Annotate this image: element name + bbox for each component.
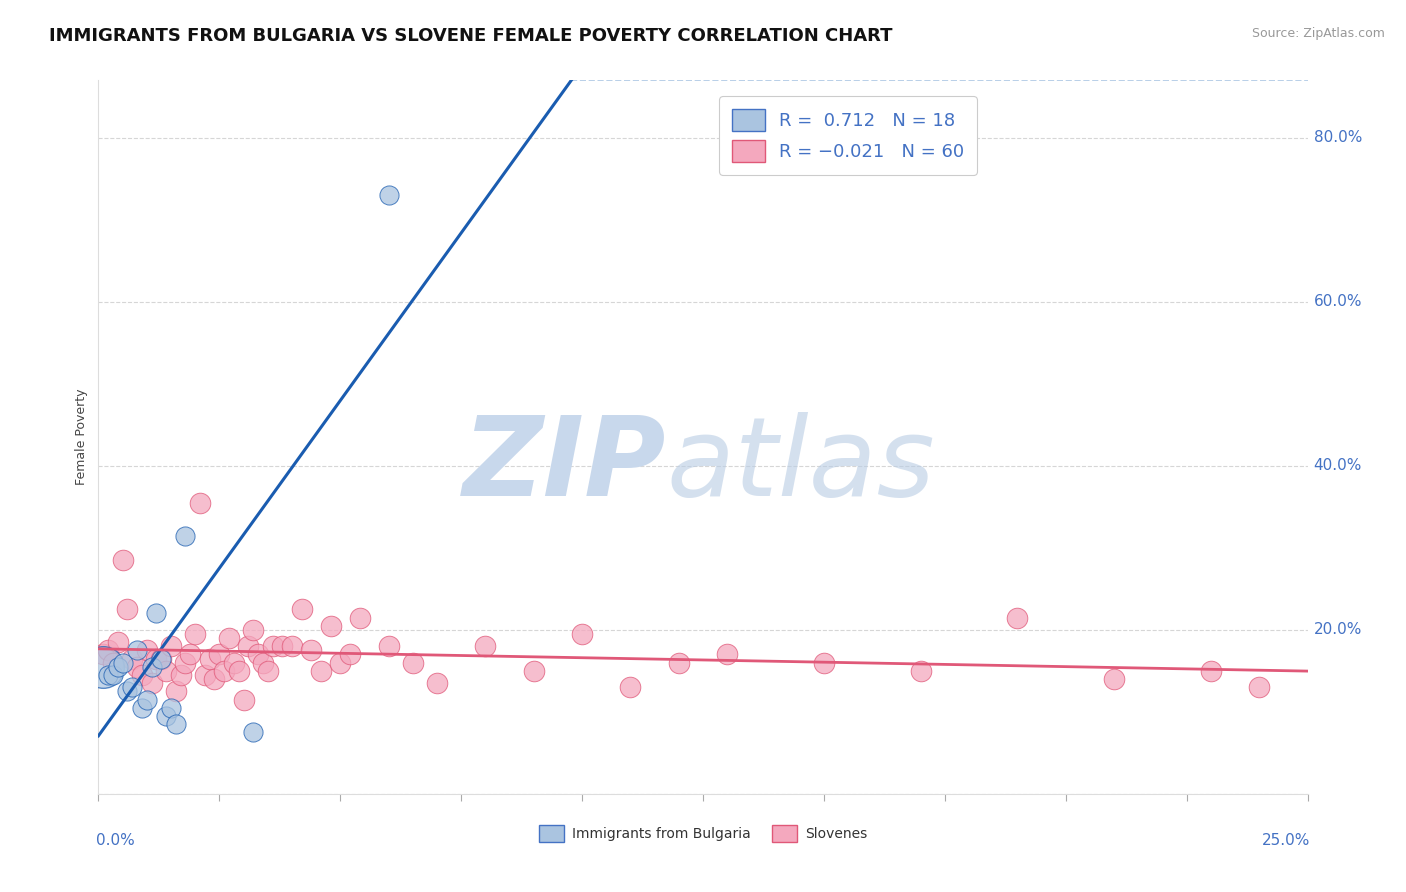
Point: [131, 668, 153, 682]
Point: [194, 668, 217, 682]
Point: [165, 684, 187, 698]
Point: [127, 659, 149, 673]
Point: [474, 639, 496, 653]
Point: [910, 664, 932, 678]
Point: [101, 656, 124, 670]
Point: [1102, 672, 1125, 686]
Point: [228, 664, 250, 678]
Point: [165, 717, 187, 731]
Point: [271, 639, 294, 653]
Point: [716, 648, 738, 662]
Legend: Immigrants from Bulgaria, Slovenes: Immigrants from Bulgaria, Slovenes: [533, 820, 873, 847]
Point: [169, 668, 191, 682]
Point: [377, 639, 399, 653]
Point: [121, 680, 143, 694]
Text: 20.0%: 20.0%: [1313, 623, 1362, 638]
Point: [150, 651, 173, 665]
Point: [188, 496, 211, 510]
Y-axis label: Female Poverty: Female Poverty: [75, 389, 89, 485]
Point: [339, 648, 361, 662]
Point: [184, 627, 207, 641]
Point: [155, 664, 177, 678]
Point: [212, 664, 235, 678]
Point: [198, 651, 221, 665]
Point: [145, 651, 167, 665]
Point: [131, 700, 153, 714]
Point: [107, 635, 129, 649]
Point: [150, 651, 173, 665]
Point: [1007, 610, 1029, 624]
Point: [242, 623, 264, 637]
Point: [174, 656, 197, 670]
Point: [299, 643, 322, 657]
Text: 0.0%: 0.0%: [96, 833, 135, 848]
Point: [91, 648, 114, 662]
Point: [97, 643, 120, 657]
Point: [222, 656, 245, 670]
Point: [174, 528, 197, 542]
Point: [349, 610, 371, 624]
Text: 60.0%: 60.0%: [1313, 294, 1362, 310]
Point: [208, 648, 231, 662]
Point: [160, 700, 183, 714]
Point: [135, 643, 157, 657]
Point: [218, 631, 240, 645]
Point: [141, 659, 163, 673]
Point: [160, 639, 183, 653]
Point: [619, 680, 641, 694]
Point: [262, 639, 284, 653]
Text: atlas: atlas: [666, 412, 935, 519]
Text: IMMIGRANTS FROM BULGARIA VS SLOVENE FEMALE POVERTY CORRELATION CHART: IMMIGRANTS FROM BULGARIA VS SLOVENE FEMA…: [49, 27, 893, 45]
Point: [155, 709, 177, 723]
Point: [1249, 680, 1271, 694]
Point: [290, 602, 312, 616]
Point: [107, 659, 129, 673]
Point: [145, 607, 167, 621]
Point: [141, 676, 163, 690]
Point: [101, 668, 124, 682]
Point: [204, 672, 226, 686]
Point: [309, 664, 332, 678]
Point: [117, 684, 139, 698]
Point: [426, 676, 449, 690]
Point: [117, 602, 139, 616]
Point: [135, 692, 157, 706]
Point: [329, 656, 352, 670]
Text: Source: ZipAtlas.com: Source: ZipAtlas.com: [1251, 27, 1385, 40]
Point: [121, 651, 143, 665]
Point: [91, 659, 114, 673]
Point: [523, 664, 546, 678]
Point: [256, 664, 278, 678]
Text: ZIP: ZIP: [463, 412, 666, 519]
Point: [377, 188, 399, 202]
Point: [668, 656, 690, 670]
Point: [111, 656, 134, 670]
Point: [813, 656, 835, 670]
Point: [232, 692, 254, 706]
Point: [252, 656, 274, 670]
Point: [1199, 664, 1222, 678]
Text: 80.0%: 80.0%: [1313, 130, 1362, 145]
Point: [281, 639, 304, 653]
Point: [402, 656, 425, 670]
Text: 40.0%: 40.0%: [1313, 458, 1362, 474]
Point: [238, 639, 260, 653]
Point: [571, 627, 593, 641]
Text: 25.0%: 25.0%: [1261, 833, 1310, 848]
Point: [242, 725, 264, 739]
Point: [111, 553, 134, 567]
Point: [97, 668, 120, 682]
Point: [179, 648, 201, 662]
Point: [319, 618, 342, 632]
Point: [247, 648, 270, 662]
Point: [127, 643, 149, 657]
